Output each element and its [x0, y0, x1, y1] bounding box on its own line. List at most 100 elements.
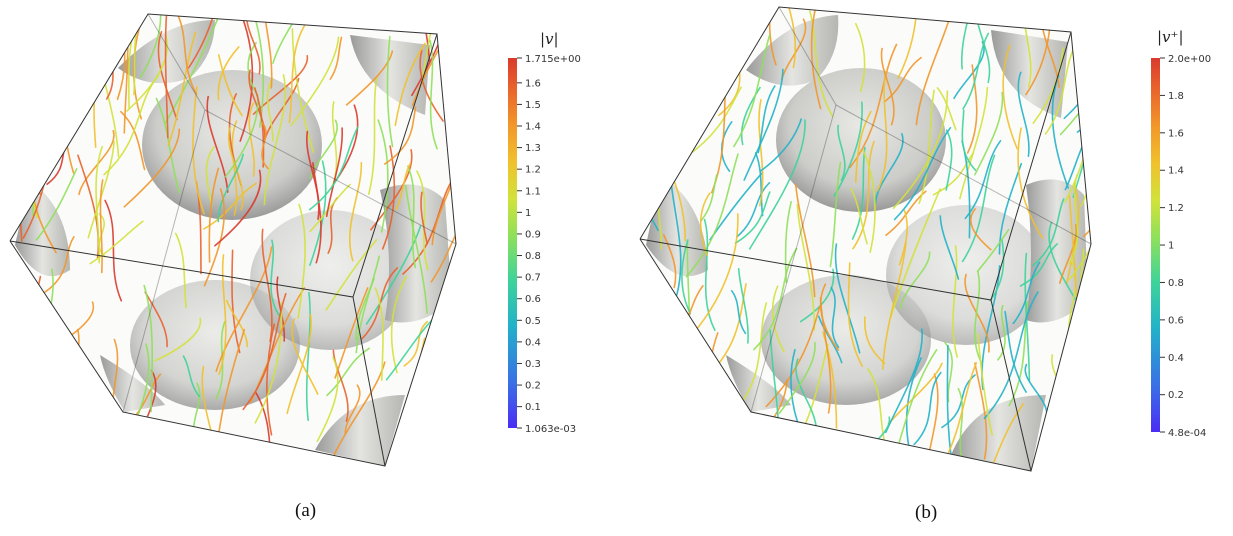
colorbar-tick-label: 0.1 [525, 402, 541, 413]
streamline [334, 287, 369, 379]
streamline [913, 371, 942, 446]
streamline [753, 247, 798, 351]
streamline [143, 284, 154, 413]
streamline [1068, 214, 1091, 281]
streamline [837, 124, 846, 181]
colorbar-tick-label: 1.6 [525, 78, 541, 89]
streamline [936, 87, 957, 131]
colorbar-tick-label: 0.4 [1168, 353, 1184, 364]
streamline [1083, 156, 1091, 237]
streamline [974, 270, 983, 364]
colorbar-tick-label: 1.6 [1168, 128, 1184, 139]
streamline [784, 201, 792, 283]
streamline [674, 7, 703, 121]
streamline [139, 14, 162, 78]
panel-b: |v⁺| 2.0e+00 4.8e-04 1.8 1.6 1.4 1.2 1 0.8 0.6… [616, 0, 1233, 536]
colorbar-tick-label: 1.8 [1168, 91, 1184, 102]
streamline [51, 337, 70, 401]
streamline [880, 47, 895, 126]
streamline [733, 34, 771, 148]
streamline [374, 287, 384, 381]
streamline [345, 50, 394, 106]
streamline [966, 64, 978, 154]
streamline [974, 91, 1004, 176]
streamline [1002, 44, 1018, 150]
colorbar-tick-label: 0.8 [525, 251, 541, 262]
streamline [681, 239, 692, 315]
colorbar-tick-label: 0.9 [525, 229, 541, 240]
streamline [1017, 71, 1030, 157]
streamline [78, 130, 115, 196]
streamline [748, 119, 806, 250]
streamline [288, 23, 306, 124]
streamline [961, 109, 977, 171]
colorbar-tick-label: 1.5 [525, 100, 541, 111]
colorbar-tick-label: 1 [525, 208, 531, 219]
streamline [852, 140, 875, 250]
colorbar-title-b: |v⁺| [1157, 28, 1184, 46]
colorbar-tick-label: 1.1 [525, 186, 541, 197]
colorbar-tick-label: 0.8 [1168, 278, 1184, 289]
streamline [778, 341, 816, 414]
streamline [1004, 310, 1027, 393]
streamline [120, 110, 146, 171]
streamline [892, 90, 949, 209]
streamline [885, 328, 923, 434]
lower-sphere-a [130, 280, 300, 410]
top-right-shell-b [991, 30, 1068, 118]
streamline [1051, 74, 1069, 189]
streamline [1012, 261, 1041, 325]
streamline [245, 14, 261, 75]
colorbar-min-label-b: 4.8e-04 [1168, 428, 1206, 439]
colorbar-b: 2.0e+00 4.8e-04 1.8 1.6 1.4 1.2 1 0.8 0.6 0.4 0.… [1151, 54, 1211, 439]
colorbar-title-a: |v| [540, 30, 559, 48]
streamline [215, 320, 226, 400]
streamline [1068, 174, 1079, 265]
streamline [1031, 198, 1065, 267]
streamline [248, 69, 266, 142]
colorbar-tick-label: 1 [1168, 241, 1174, 252]
streamline [983, 291, 1039, 420]
right-sphere-a [250, 210, 410, 350]
streamline [834, 243, 861, 354]
streamline [43, 236, 75, 294]
streamline [242, 292, 287, 411]
colorbar-tick-label: 1.4 [1168, 166, 1184, 177]
streamline [32, 386, 74, 451]
streamline [13, 111, 23, 242]
streamline [667, 359, 696, 469]
colorbar-ticks-b: 1.8 1.6 1.4 1.2 1 0.8 0.6 0.4 0.2 [1160, 91, 1184, 401]
streamline [760, 118, 802, 172]
streamline [1023, 7, 1032, 88]
streamline [849, 43, 898, 169]
streamline [1017, 127, 1044, 239]
streamline [989, 238, 1005, 302]
streamline [939, 215, 960, 280]
colorbar-tick-label: 1.3 [525, 143, 541, 154]
streamline [736, 182, 771, 238]
streamline [217, 153, 244, 223]
streamline [192, 86, 205, 215]
streamline [898, 209, 908, 266]
colorbar-tick-label: 0.3 [525, 359, 541, 370]
streamline [946, 344, 954, 466]
streamline [795, 358, 817, 429]
streamline [377, 119, 389, 233]
streamline [44, 343, 69, 466]
streamline [290, 36, 340, 127]
streamline [887, 362, 943, 425]
streamline [407, 165, 417, 269]
streamline [810, 7, 824, 110]
streamline [781, 18, 807, 81]
streamline [1066, 338, 1091, 402]
streamline [658, 7, 699, 86]
streamline [961, 154, 996, 263]
streamline [332, 349, 349, 422]
streamline [99, 179, 104, 274]
streamline [662, 234, 677, 289]
streamline [945, 129, 953, 191]
streamline [862, 149, 876, 253]
streamline [703, 218, 716, 331]
streamline [383, 106, 417, 165]
streamline [1080, 152, 1091, 207]
